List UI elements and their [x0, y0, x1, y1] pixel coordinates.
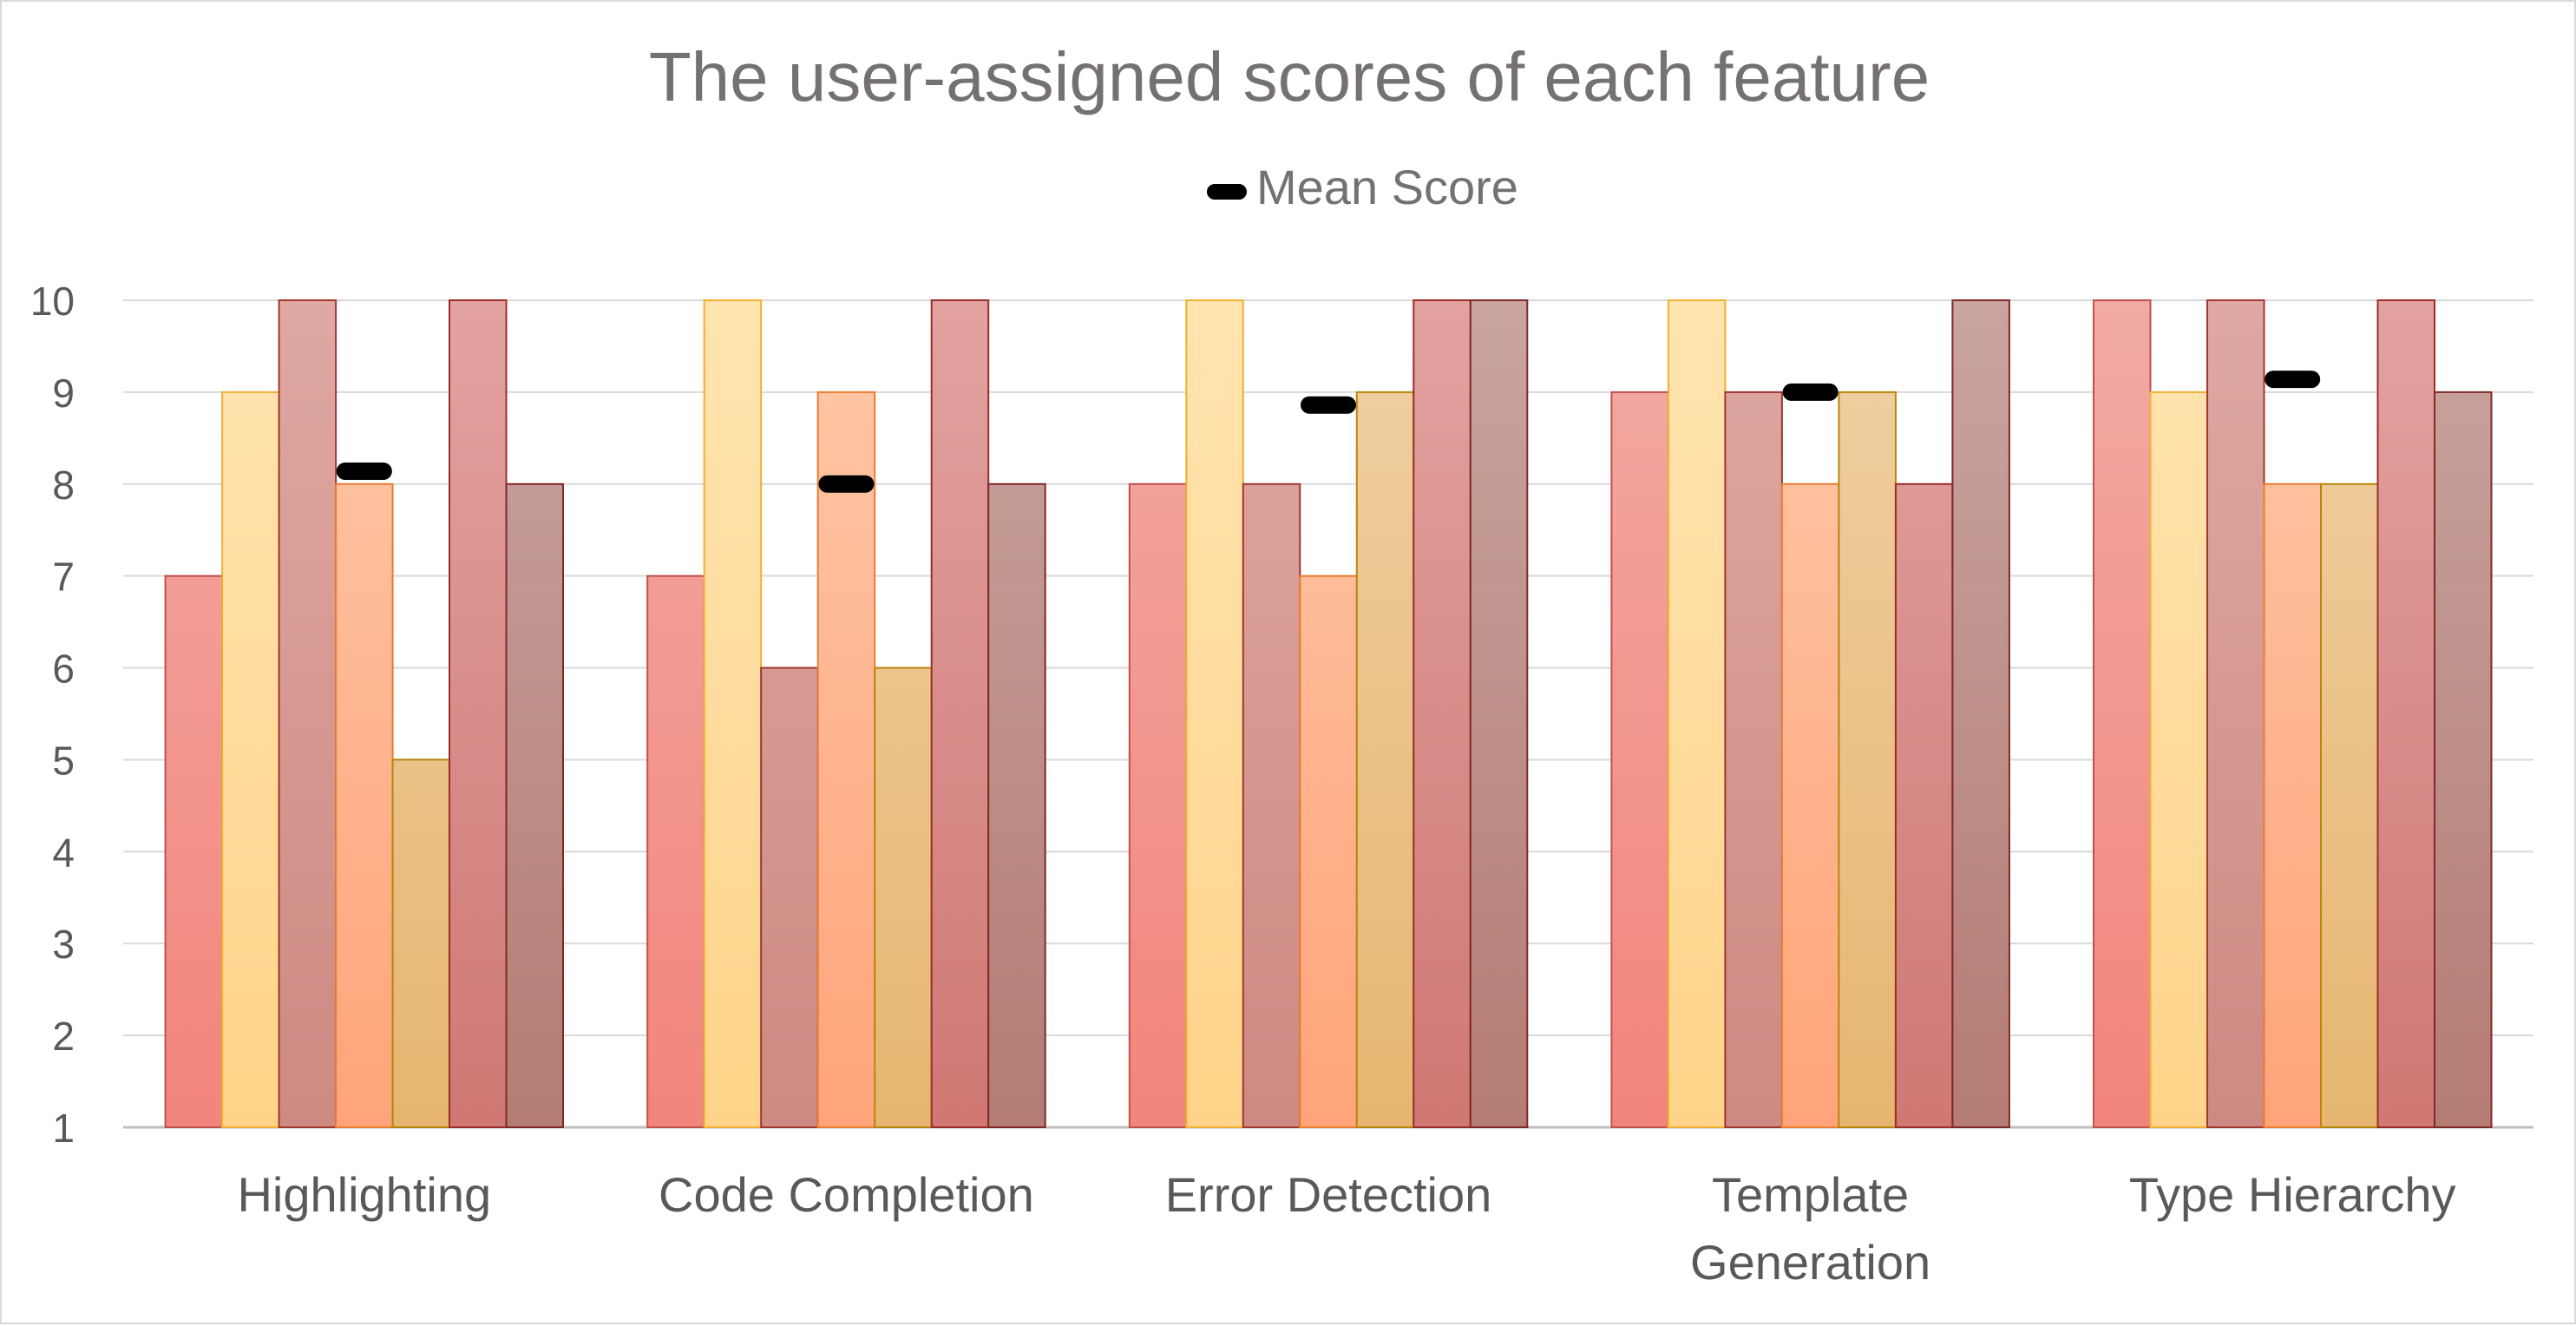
bar: [874, 666, 933, 1128]
mean-layer: [336, 371, 2321, 493]
bar: [2263, 482, 2322, 1128]
bar: [335, 482, 394, 1128]
bar: [1242, 482, 1301, 1128]
bar: [2206, 299, 2265, 1128]
bar: [1355, 391, 1415, 1128]
bar: [1469, 299, 1529, 1128]
bar: [930, 299, 990, 1128]
bar: [1724, 391, 1783, 1128]
y-axis: 1 2 3 4 5 6 7 8 9 10: [30, 279, 75, 1151]
y-tick-label: 8: [52, 463, 75, 508]
bar: [164, 574, 224, 1128]
x-category-label: Code Completion: [659, 1167, 1034, 1222]
bar: [816, 391, 876, 1128]
bar: [1951, 299, 2010, 1128]
bar: [760, 666, 819, 1128]
bar: [449, 299, 508, 1128]
bars-layer: [164, 299, 2493, 1129]
mean-score-marker: [2265, 371, 2321, 389]
bar: [2093, 299, 2152, 1128]
mean-score-marker: [336, 463, 392, 480]
y-tick-label: 9: [52, 371, 75, 416]
y-tick-label: 4: [52, 830, 75, 875]
bar: [2434, 391, 2493, 1128]
bar: [2320, 482, 2379, 1128]
mean-score-marker: [818, 475, 875, 493]
x-category-label: Error Detection: [1165, 1167, 1492, 1222]
bar: [2149, 391, 2208, 1128]
y-tick-label: 1: [52, 1106, 75, 1151]
chart-title: The user-assigned scores of each feature: [649, 38, 1930, 115]
bar: [221, 391, 280, 1128]
x-axis: Highlighting Code Completion Error Detecti…: [237, 1167, 2455, 1290]
bar: [1185, 299, 1244, 1128]
legend-mean-score-marker: [1207, 184, 1247, 200]
bar: [1299, 574, 1358, 1128]
bar: [987, 482, 1046, 1128]
bar: [1610, 391, 1669, 1128]
mean-score-marker: [1301, 396, 1356, 414]
x-category-label: Highlighting: [237, 1167, 491, 1222]
legend: Mean Score: [1207, 160, 1518, 214]
bar: [1413, 299, 1472, 1128]
x-category-label: Template: [1712, 1167, 1909, 1222]
y-tick-label: 2: [52, 1014, 75, 1059]
y-tick-label: 6: [52, 647, 75, 692]
bar: [1894, 482, 1954, 1128]
y-tick-label: 3: [52, 922, 75, 967]
legend-mean-score-label: Mean Score: [1256, 160, 1518, 214]
bar: [391, 758, 451, 1129]
bar: [2376, 299, 2435, 1128]
y-tick-label: 10: [30, 279, 75, 324]
y-tick-label: 7: [52, 555, 75, 600]
mean-score-marker: [1782, 383, 1839, 401]
x-category-label: Type Hierarchy: [2129, 1167, 2456, 1222]
x-category-label: Generation: [1690, 1235, 1930, 1290]
bar: [1780, 482, 1840, 1128]
bar: [505, 482, 564, 1128]
bar: [1667, 299, 1727, 1128]
bar: [646, 574, 705, 1128]
y-tick-label: 5: [52, 738, 75, 783]
bar: [278, 299, 338, 1128]
bar: [1128, 482, 1188, 1128]
bar: [1838, 391, 1897, 1128]
bar: [703, 299, 763, 1128]
